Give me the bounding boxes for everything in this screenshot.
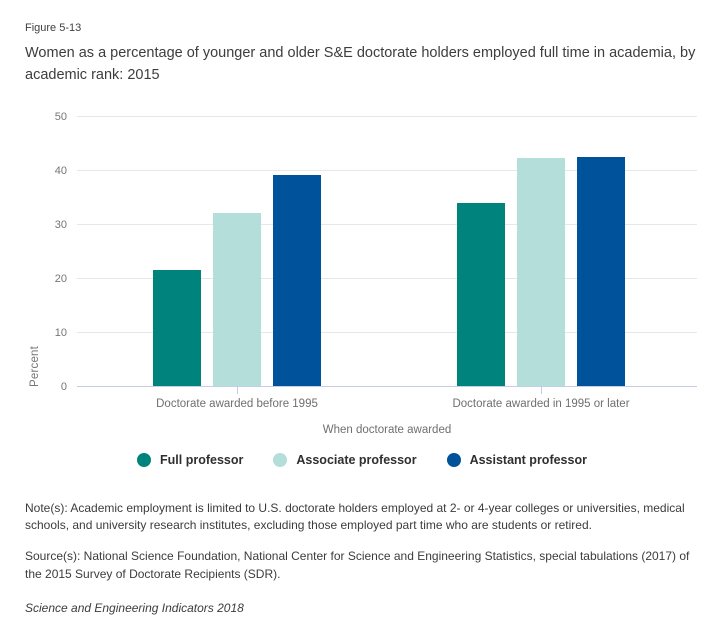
legend-item-assistant-professor: Assistant professor	[446, 452, 587, 467]
legend-item-full-professor: Full professor	[137, 452, 244, 467]
gridline	[77, 277, 697, 279]
legend-swatch-icon	[137, 452, 152, 467]
legend-label: Assistant professor	[469, 452, 587, 467]
x-category-label: Doctorate awarded before 1995	[156, 397, 318, 410]
y-tick-label: 50	[54, 110, 67, 123]
x-tick-mark	[541, 386, 542, 394]
legend-swatch-icon	[446, 452, 461, 467]
figure-number: Figure 5-13	[25, 22, 82, 34]
y-axis-title: Percent	[29, 345, 41, 387]
bar-associate-professor	[517, 158, 565, 387]
gridline	[77, 169, 697, 171]
plot-area: Percent 0 10 20 30 40 50	[29, 111, 697, 393]
publication-title: Science and Engineering Indicators 2018	[25, 600, 244, 615]
bar-group-before-1995	[152, 117, 322, 387]
gridline	[77, 331, 697, 333]
y-tick-label: 0	[60, 380, 67, 393]
bar-assistant-professor	[577, 157, 625, 387]
bar-full-professor	[153, 269, 201, 387]
legend-label: Full professor	[160, 452, 244, 467]
bar-chart: Percent 0 10 20 30 40 50 Doctorate awarded be…	[25, 111, 699, 467]
x-axis-labels: Doctorate awarded before 1995 Doctorate a…	[77, 386, 697, 417]
source-text: Source(s): National Science Foundation, …	[25, 549, 690, 581]
bar-group-1995-or-later	[456, 117, 626, 387]
y-tick-label: 10	[54, 326, 67, 339]
x-axis-line	[77, 385, 697, 387]
gridline	[77, 115, 697, 117]
legend-swatch-icon	[273, 452, 288, 467]
bar-associate-professor	[213, 213, 261, 387]
bar-assistant-professor	[273, 174, 321, 387]
y-tick-label: 30	[54, 218, 67, 231]
y-tick-label: 40	[54, 164, 67, 177]
legend: Full professor Associate professor Assista…	[25, 452, 699, 467]
bar-full-professor	[457, 202, 505, 387]
gridline	[77, 223, 697, 225]
y-tick-label: 20	[54, 272, 67, 285]
x-axis-title: When doctorate awarded	[322, 423, 452, 436]
chart-title: Women as a percentage of younger and old…	[25, 45, 696, 83]
legend-label: Associate professor	[296, 452, 417, 467]
x-tick-mark	[237, 386, 238, 394]
x-category-label: Doctorate awarded in 1995 or later	[452, 397, 630, 410]
legend-item-associate-professor: Associate professor	[273, 452, 417, 467]
notes-text: Note(s): Academic employment is limited …	[25, 500, 685, 533]
